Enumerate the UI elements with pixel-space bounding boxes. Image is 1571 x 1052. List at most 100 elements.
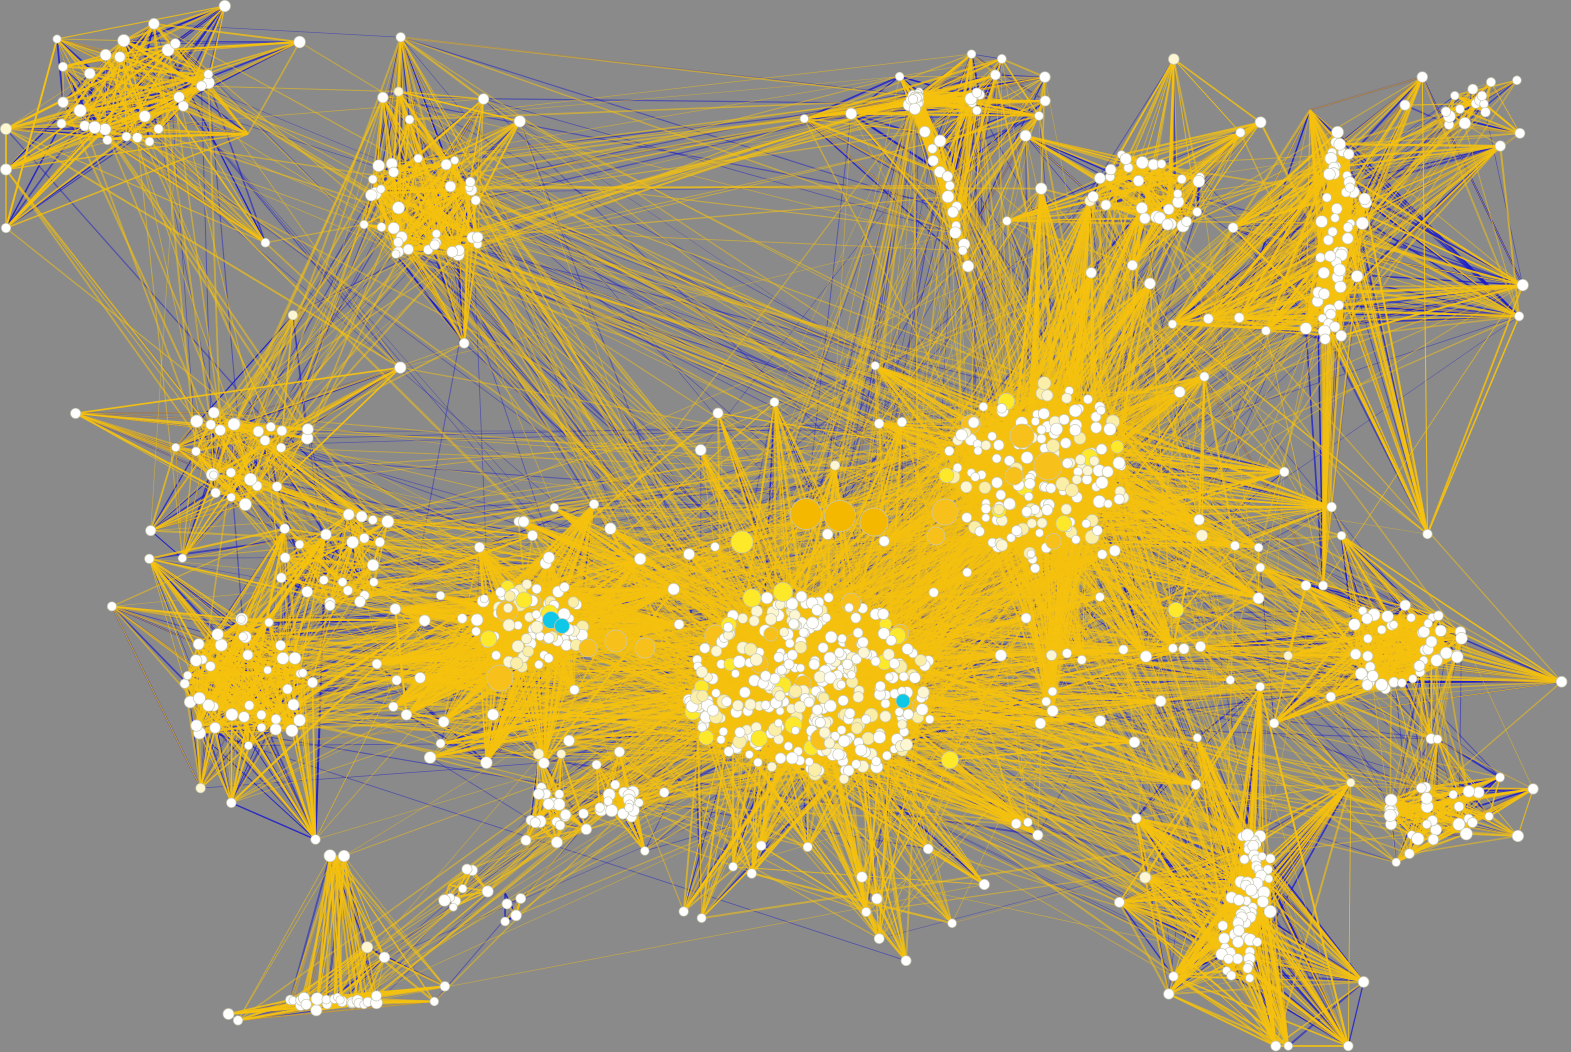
graph-node[interactable] <box>908 102 921 115</box>
graph-node[interactable] <box>802 842 813 852</box>
graph-node[interactable] <box>947 206 959 218</box>
graph-node[interactable] <box>1055 515 1072 532</box>
graph-node[interactable] <box>238 497 252 511</box>
graph-node[interactable] <box>970 472 980 482</box>
graph-node[interactable] <box>723 746 735 757</box>
graph-node[interactable] <box>1343 148 1355 160</box>
graph-node[interactable] <box>580 823 592 835</box>
graph-node[interactable] <box>1252 937 1263 947</box>
graph-node[interactable] <box>465 176 476 188</box>
graph-node[interactable] <box>987 431 997 442</box>
graph-node[interactable] <box>0 163 12 176</box>
graph-node[interactable] <box>851 759 861 770</box>
graph-node[interactable] <box>1336 531 1347 541</box>
graph-node[interactable] <box>774 690 786 702</box>
graph-node[interactable] <box>1269 718 1280 729</box>
graph-node[interactable] <box>734 726 746 738</box>
graph-node[interactable] <box>749 653 763 667</box>
graph-node[interactable] <box>435 738 446 749</box>
graph-node[interactable] <box>1006 533 1016 543</box>
graph-node[interactable] <box>1168 643 1178 654</box>
graph-node[interactable] <box>760 670 772 682</box>
graph-node[interactable] <box>276 425 288 437</box>
graph-node[interactable] <box>1010 818 1022 829</box>
graph-node[interactable] <box>844 707 856 719</box>
graph-node[interactable] <box>310 834 321 845</box>
graph-node[interactable] <box>148 18 160 30</box>
graph-node[interactable] <box>1448 789 1458 800</box>
graph-node[interactable] <box>939 467 955 483</box>
graph-node[interactable] <box>1095 476 1109 490</box>
graph-node[interactable] <box>502 618 516 632</box>
graph-node[interactable] <box>238 631 248 642</box>
graph-node[interactable] <box>738 686 751 699</box>
graph-node[interactable] <box>495 586 506 598</box>
graph-node[interactable] <box>730 669 740 679</box>
graph-node[interactable] <box>177 100 189 112</box>
graph-node[interactable] <box>522 645 535 658</box>
graph-node[interactable] <box>696 913 707 923</box>
graph-node[interactable] <box>1023 817 1033 828</box>
graph-node[interactable] <box>804 757 814 767</box>
graph-node[interactable] <box>381 515 395 529</box>
graph-node[interactable] <box>918 125 931 138</box>
graph-node[interactable] <box>996 54 1007 64</box>
graph-node[interactable] <box>711 688 721 698</box>
graph-node[interactable] <box>1046 704 1059 717</box>
graph-node[interactable] <box>927 143 938 154</box>
graph-node[interactable] <box>372 159 385 172</box>
graph-node[interactable] <box>1335 330 1347 342</box>
graph-node[interactable] <box>732 655 746 669</box>
graph-node[interactable] <box>1330 213 1340 223</box>
graph-node[interactable] <box>993 503 1005 516</box>
graph-node[interactable] <box>549 502 560 513</box>
graph-node[interactable] <box>894 707 904 717</box>
graph-node[interactable] <box>520 834 532 846</box>
graph-node[interactable] <box>1391 857 1401 867</box>
graph-node[interactable] <box>542 798 555 811</box>
graph-node[interactable] <box>1092 525 1103 536</box>
graph-node[interactable] <box>369 577 379 587</box>
graph-node[interactable] <box>1199 371 1210 382</box>
graph-node[interactable] <box>346 535 359 549</box>
graph-node[interactable] <box>450 156 460 165</box>
graph-node[interactable] <box>873 933 885 944</box>
graph-node[interactable] <box>368 174 378 184</box>
graph-node[interactable] <box>210 487 221 498</box>
graph-node[interactable] <box>446 246 459 258</box>
graph-node[interactable] <box>1167 319 1178 329</box>
graph-node[interactable] <box>1329 321 1341 333</box>
graph-node[interactable] <box>967 416 980 429</box>
graph-node[interactable] <box>88 120 102 134</box>
graph-node[interactable] <box>799 114 809 124</box>
graph-node[interactable] <box>1343 1040 1354 1052</box>
graph-node[interactable] <box>1233 312 1245 323</box>
graph-node[interactable] <box>1458 117 1471 130</box>
graph-node[interactable] <box>732 699 744 712</box>
graph-node[interactable] <box>242 649 254 661</box>
graph-node[interactable] <box>1255 682 1265 692</box>
graph-node[interactable] <box>962 260 975 273</box>
graph-node[interactable] <box>1128 736 1141 748</box>
graph-node[interactable] <box>0 122 12 135</box>
graph-node[interactable] <box>1097 549 1108 560</box>
graph-node[interactable] <box>1383 808 1397 822</box>
graph-node[interactable] <box>832 748 845 761</box>
graph-node[interactable] <box>337 577 348 587</box>
graph-node[interactable] <box>232 1015 244 1026</box>
graph-node[interactable] <box>1036 517 1048 529</box>
graph-node[interactable] <box>1323 167 1336 181</box>
graph-node[interactable] <box>392 201 405 215</box>
graph-node[interactable] <box>301 585 314 598</box>
graph-node[interactable] <box>961 512 973 523</box>
graph-hub-node[interactable] <box>1004 466 1024 486</box>
graph-node[interactable] <box>271 481 283 492</box>
graph-node[interactable] <box>1076 655 1087 665</box>
graph-node[interactable] <box>1376 624 1387 635</box>
graph-node[interactable] <box>974 526 985 537</box>
graph-node[interactable] <box>226 492 236 502</box>
graph-node[interactable] <box>978 878 990 891</box>
graph-node[interactable] <box>896 416 908 428</box>
graph-node[interactable] <box>994 649 1007 662</box>
graph-node[interactable] <box>342 508 355 521</box>
